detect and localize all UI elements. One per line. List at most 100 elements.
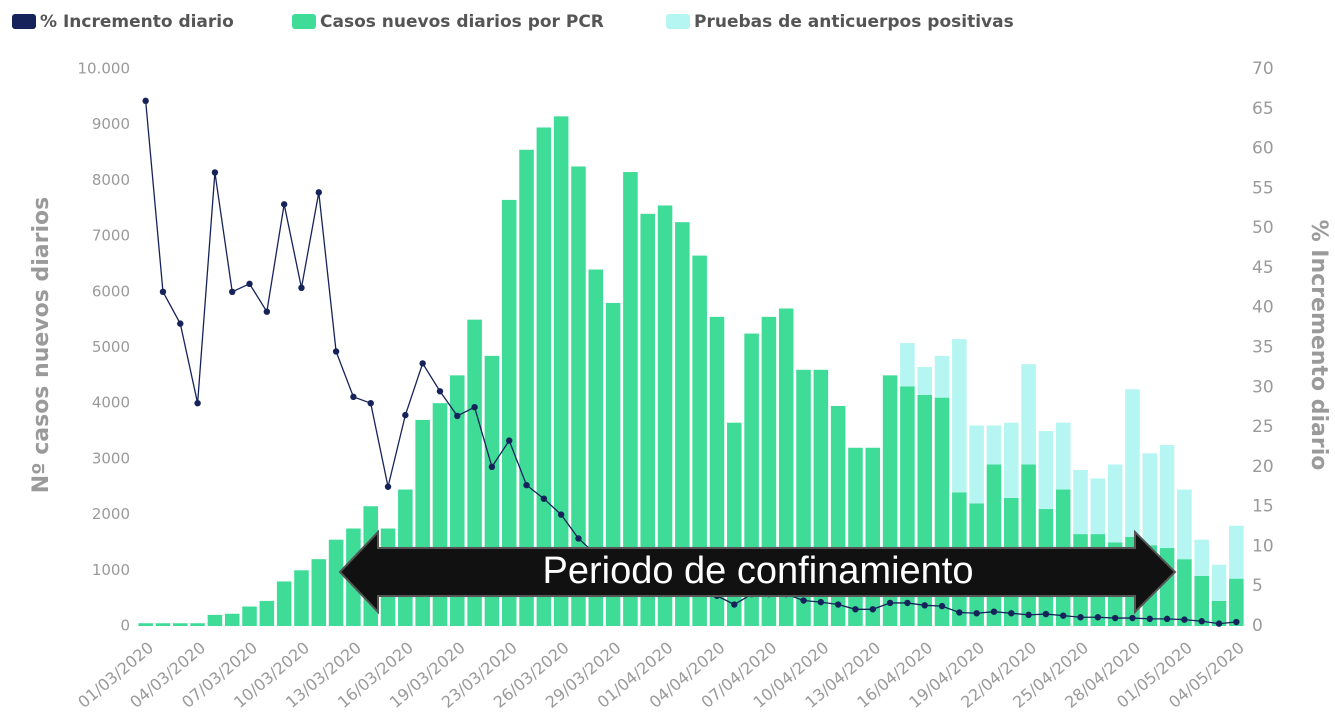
annotation-arrow xyxy=(338,529,1177,615)
y2-tick-label: 25 xyxy=(1252,417,1274,437)
bar xyxy=(778,308,794,626)
y2-tick-label: 15 xyxy=(1252,497,1274,517)
y-tick-label: 0 xyxy=(120,617,130,635)
line-point xyxy=(506,437,513,444)
bar xyxy=(1055,422,1071,490)
y2-tick-label: 10 xyxy=(1252,536,1274,556)
y2-tick-label: 50 xyxy=(1252,218,1274,238)
y-tick-label: 8000 xyxy=(92,171,130,189)
bar xyxy=(224,613,240,626)
line-point xyxy=(921,602,928,609)
line-point xyxy=(904,599,911,607)
y2-tick-label: 35 xyxy=(1252,338,1274,358)
line-point xyxy=(298,284,305,292)
bar xyxy=(1177,489,1192,560)
line-point xyxy=(332,348,340,355)
bar xyxy=(553,116,569,626)
bar xyxy=(986,464,1002,626)
bar xyxy=(934,355,950,398)
y-tick-label: 2000 xyxy=(92,505,130,523)
line-point xyxy=(731,601,738,608)
y2-tick-label: 5 xyxy=(1252,576,1263,596)
bar xyxy=(501,199,517,626)
y-axis-title: Nº casos nuevos diarios xyxy=(29,197,54,494)
bar xyxy=(986,425,1002,465)
line-point xyxy=(1233,618,1240,626)
line-point xyxy=(1111,614,1119,622)
bar xyxy=(1073,470,1088,535)
bar xyxy=(519,149,534,626)
line-point xyxy=(350,393,357,401)
bar xyxy=(207,614,223,626)
bar xyxy=(605,302,621,626)
line-point xyxy=(540,495,548,502)
bar xyxy=(865,447,881,626)
line-point xyxy=(246,280,253,288)
line-point xyxy=(1215,620,1223,627)
bar xyxy=(623,172,638,627)
bar xyxy=(1159,444,1175,549)
bar xyxy=(1107,464,1123,543)
bar xyxy=(259,600,275,626)
line-point xyxy=(557,511,565,518)
y-tick-label: 3000 xyxy=(92,449,130,467)
y2-tick-label: 65 xyxy=(1252,99,1274,119)
y2-tick-label: 30 xyxy=(1252,377,1274,397)
line-point xyxy=(454,412,461,420)
bar xyxy=(1194,575,1209,626)
bar xyxy=(640,213,655,626)
line-point xyxy=(1025,611,1032,619)
bar xyxy=(328,539,344,626)
y2-tick-label: 60 xyxy=(1252,139,1274,159)
line-point xyxy=(211,169,219,176)
bar xyxy=(1021,364,1036,465)
y-tick-label: 9000 xyxy=(92,115,130,133)
line-point xyxy=(402,411,409,419)
legend-swatch xyxy=(12,14,36,29)
bar xyxy=(1194,539,1209,576)
line-point xyxy=(367,400,374,407)
bar xyxy=(294,570,309,626)
line-point xyxy=(1042,610,1050,618)
line-point xyxy=(159,288,167,295)
annotation: Periodo de confinamiento xyxy=(543,550,974,592)
y2-tick-label: 55 xyxy=(1252,178,1274,198)
legend-swatch xyxy=(292,14,316,29)
bar xyxy=(1038,431,1054,510)
line-point xyxy=(1094,614,1102,621)
y2-tick-label: 70 xyxy=(1252,59,1274,79)
y2-tick-label: 45 xyxy=(1252,258,1274,278)
bar xyxy=(1229,525,1244,579)
bar xyxy=(190,623,205,626)
line-point xyxy=(1181,616,1188,623)
bar xyxy=(138,623,153,626)
bar xyxy=(1177,559,1192,626)
line-point xyxy=(194,400,201,407)
line-point xyxy=(229,288,236,295)
bar xyxy=(1004,422,1019,498)
line-point xyxy=(436,388,444,395)
bar xyxy=(1229,578,1244,626)
line-point xyxy=(938,602,946,610)
legend-item: Casos nuevos diarios por PCR xyxy=(292,12,604,32)
line-point xyxy=(523,481,530,489)
bar xyxy=(588,269,604,626)
bar xyxy=(1090,478,1106,535)
line-point xyxy=(315,189,322,196)
bar xyxy=(692,255,707,626)
line-point xyxy=(177,320,184,327)
line-point xyxy=(973,610,980,617)
line-point xyxy=(1060,612,1067,619)
bar xyxy=(1021,464,1036,626)
bar xyxy=(917,366,932,395)
bar xyxy=(173,623,188,626)
bar xyxy=(900,343,915,387)
bar xyxy=(952,339,967,493)
line-point xyxy=(886,599,894,607)
line-point xyxy=(834,601,842,608)
line-point xyxy=(263,308,271,315)
line-point xyxy=(1129,614,1136,622)
y2-tick-label: 0 xyxy=(1252,616,1263,636)
bar xyxy=(311,559,327,626)
